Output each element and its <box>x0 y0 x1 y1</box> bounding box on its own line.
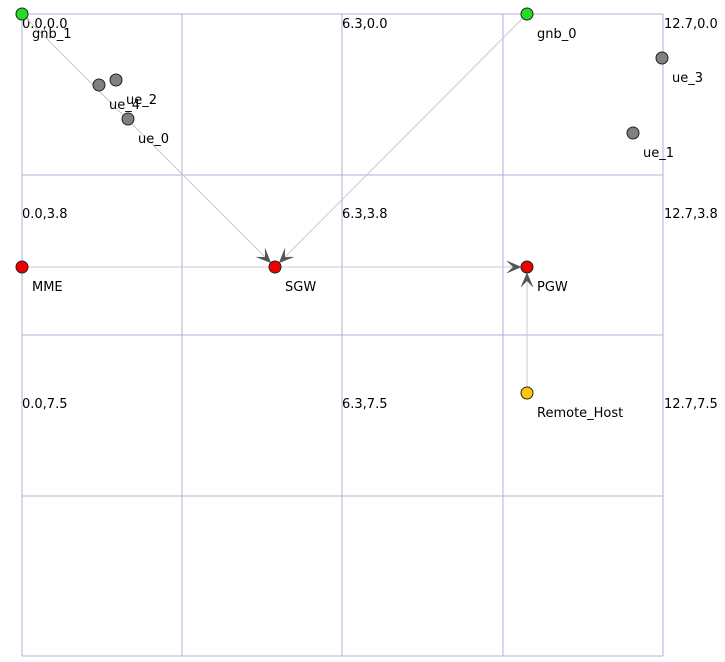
node-label: gnb_1 <box>32 27 72 42</box>
remote-node-marker <box>520 386 534 400</box>
grid-coordinate-labels: 0.0,0.0 6.3,0.0 12.7,0.0 0.0,3.8 6.3,3.8 12.7… <box>22 17 718 412</box>
node-label: ue_1 <box>643 146 674 161</box>
node-sgw: SGW <box>268 260 316 295</box>
link-gnb_0-SGW <box>274 13 528 268</box>
grid-coordinate-label: 0.0,0.0 <box>22 17 67 32</box>
link-gnb_1-SGW <box>21 13 276 268</box>
core-node-marker <box>15 260 29 274</box>
node-label: gnb_0 <box>537 27 577 42</box>
node-label: ue_3 <box>672 71 703 86</box>
core-node-marker <box>520 260 534 274</box>
grid-coordinate-label: 12.7,3.8 <box>664 207 718 222</box>
node-gnb-0: gnb_0 <box>520 7 577 42</box>
nodes: gnb_1 gnb_0 ue_4ue_2 ue_0 ue_3 ue_1 MME SGW PGW R… <box>15 7 703 421</box>
node-remote-host: Remote_Host <box>520 386 623 421</box>
node-pgw: PGW <box>520 260 568 295</box>
arrowhead-gnb_1-SGW <box>256 248 272 264</box>
node-ue-3: ue_3 <box>655 51 703 86</box>
grid-coordinate-label: 6.3,7.5 <box>342 397 387 412</box>
node-label: MME <box>32 280 63 295</box>
node-mme: MME <box>15 260 63 295</box>
ue-node-marker <box>109 73 123 87</box>
arrowhead-SGW-PGW <box>506 260 522 274</box>
grid-coordinate-label: 0.0,3.8 <box>22 207 67 222</box>
node-ue-2: ue_2 <box>109 73 157 108</box>
node-label: ue_2 <box>126 93 157 108</box>
ue-node-marker <box>626 126 640 140</box>
node-ue-1: ue_1 <box>626 126 674 161</box>
node-label: ue_4 <box>109 98 140 113</box>
ue-node-marker <box>121 112 135 126</box>
node-label: SGW <box>285 280 316 295</box>
gnb-node-marker <box>520 7 534 21</box>
grid-coordinate-label: 12.7,0.0 <box>664 17 718 32</box>
links <box>21 13 534 393</box>
ue-node-marker <box>92 78 106 92</box>
gnb-node-marker <box>15 7 29 21</box>
node-gnb-1: gnb_1 <box>15 7 72 42</box>
core-node-marker <box>268 260 282 274</box>
node-label: ue_0 <box>138 132 169 147</box>
grid-coordinate-label: 6.3,3.8 <box>342 207 387 222</box>
grid-coordinate-label: 0.0,7.5 <box>22 397 67 412</box>
node-ue-0: ue_0 <box>121 112 169 147</box>
node-label: PGW <box>537 280 568 295</box>
arrowhead-Remote_Host-PGW <box>520 272 534 288</box>
grid-coordinate-label: 6.3,0.0 <box>342 17 387 32</box>
node-ue-4: ue_4 <box>92 78 140 113</box>
ue-node-marker <box>655 51 669 65</box>
grid-coordinate-label: 12.7,7.5 <box>664 397 718 412</box>
arrowhead-gnb_0-SGW <box>278 248 294 264</box>
grid <box>21 13 664 657</box>
node-label: Remote_Host <box>537 406 623 421</box>
